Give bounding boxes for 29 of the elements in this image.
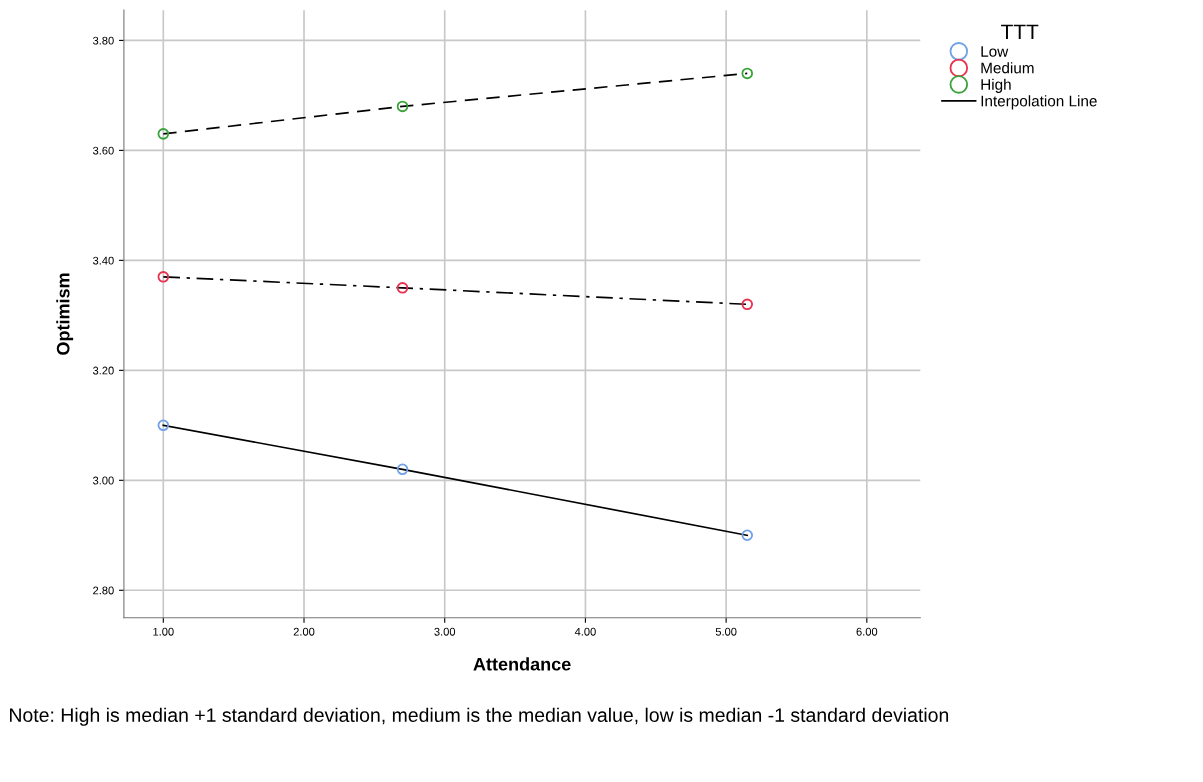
y-axis-title: Optimism [56, 273, 74, 355]
legend-label: High [981, 78, 1011, 93]
x-tick-label: 2.00 [293, 627, 315, 636]
x-tick-label: 6.00 [856, 627, 878, 636]
point [396, 282, 409, 294]
y-tick-label: 2.80 [93, 586, 114, 595]
text: Interpolation Line [981, 95, 1097, 110]
point [741, 67, 753, 80]
x-tick-label: 1.00 [153, 627, 174, 636]
y-tick-label: 3.40 [92, 256, 114, 265]
y-tick-label: 3.60 [92, 146, 114, 155]
y-tick-label: 3.00 [92, 476, 114, 485]
point [396, 463, 409, 476]
y-tick-label: 3.80 [92, 36, 114, 45]
point [741, 298, 753, 311]
point [157, 128, 170, 140]
point [157, 419, 170, 432]
legend-title: TTT [1001, 24, 1039, 40]
x-axis-title: Attendance [473, 657, 571, 671]
x-tick-label: 4.00 [574, 627, 596, 636]
y-tick-label: 3.20 [92, 366, 114, 375]
point [396, 100, 409, 113]
text: Note: High is median +1 standard deviation, medium is the median value, low is median -1 standard deviation [10, 707, 949, 726]
legend-label: Low [981, 46, 1009, 57]
point [741, 529, 753, 542]
x-tick-label: 5.00 [715, 627, 737, 636]
legend-label: Medium [981, 62, 1034, 74]
x-tick-label: 3.00 [434, 627, 456, 636]
point [157, 271, 170, 283]
